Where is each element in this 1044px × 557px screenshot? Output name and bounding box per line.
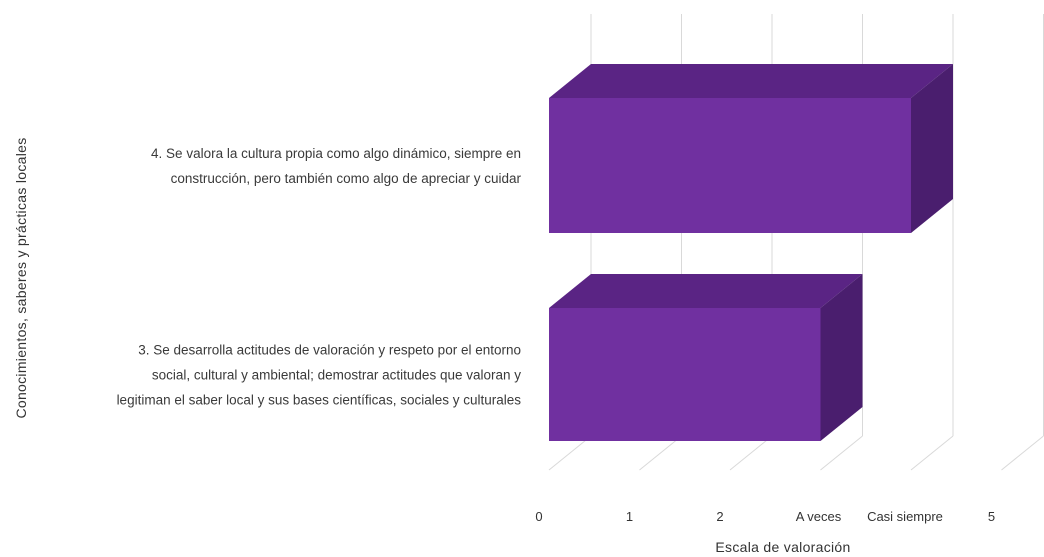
x-tick-label: 1 (626, 509, 633, 524)
x-axis-title: Escala de valoración (715, 539, 850, 555)
bar-side-face (820, 274, 863, 441)
gridline-floor (1001, 435, 1044, 471)
y-axis-title: Conocimientos, saberes y prácticas local… (13, 137, 29, 418)
bar-top-face (549, 274, 863, 308)
bar (549, 308, 821, 441)
gridline-floor (548, 435, 592, 471)
gridline-floor (910, 435, 954, 471)
category-label: 3. Se desarrolla actitudes de valoración… (138, 343, 521, 358)
category-label: legitiman el saber local y sus bases cie… (117, 393, 522, 408)
category-label: 4. Se valora la cultura propia como algo… (151, 146, 521, 161)
bar-top-face (549, 64, 953, 98)
gridline-floor (820, 435, 863, 471)
category-label: construcción, pero también como algo de … (171, 171, 522, 186)
x-tick-label: 5 (988, 509, 995, 524)
x-tick-label: Casi siempre (867, 509, 943, 524)
bar-side-face (911, 64, 953, 233)
gridline-floor (729, 435, 773, 471)
x-tick-label: 2 (716, 509, 723, 524)
gridline-floor (639, 435, 682, 471)
x-tick-label: A veces (796, 509, 842, 524)
bar (549, 98, 911, 233)
x-tick-label: 0 (535, 509, 542, 524)
category-label: social, cultural y ambiental; demostrar … (152, 368, 521, 383)
